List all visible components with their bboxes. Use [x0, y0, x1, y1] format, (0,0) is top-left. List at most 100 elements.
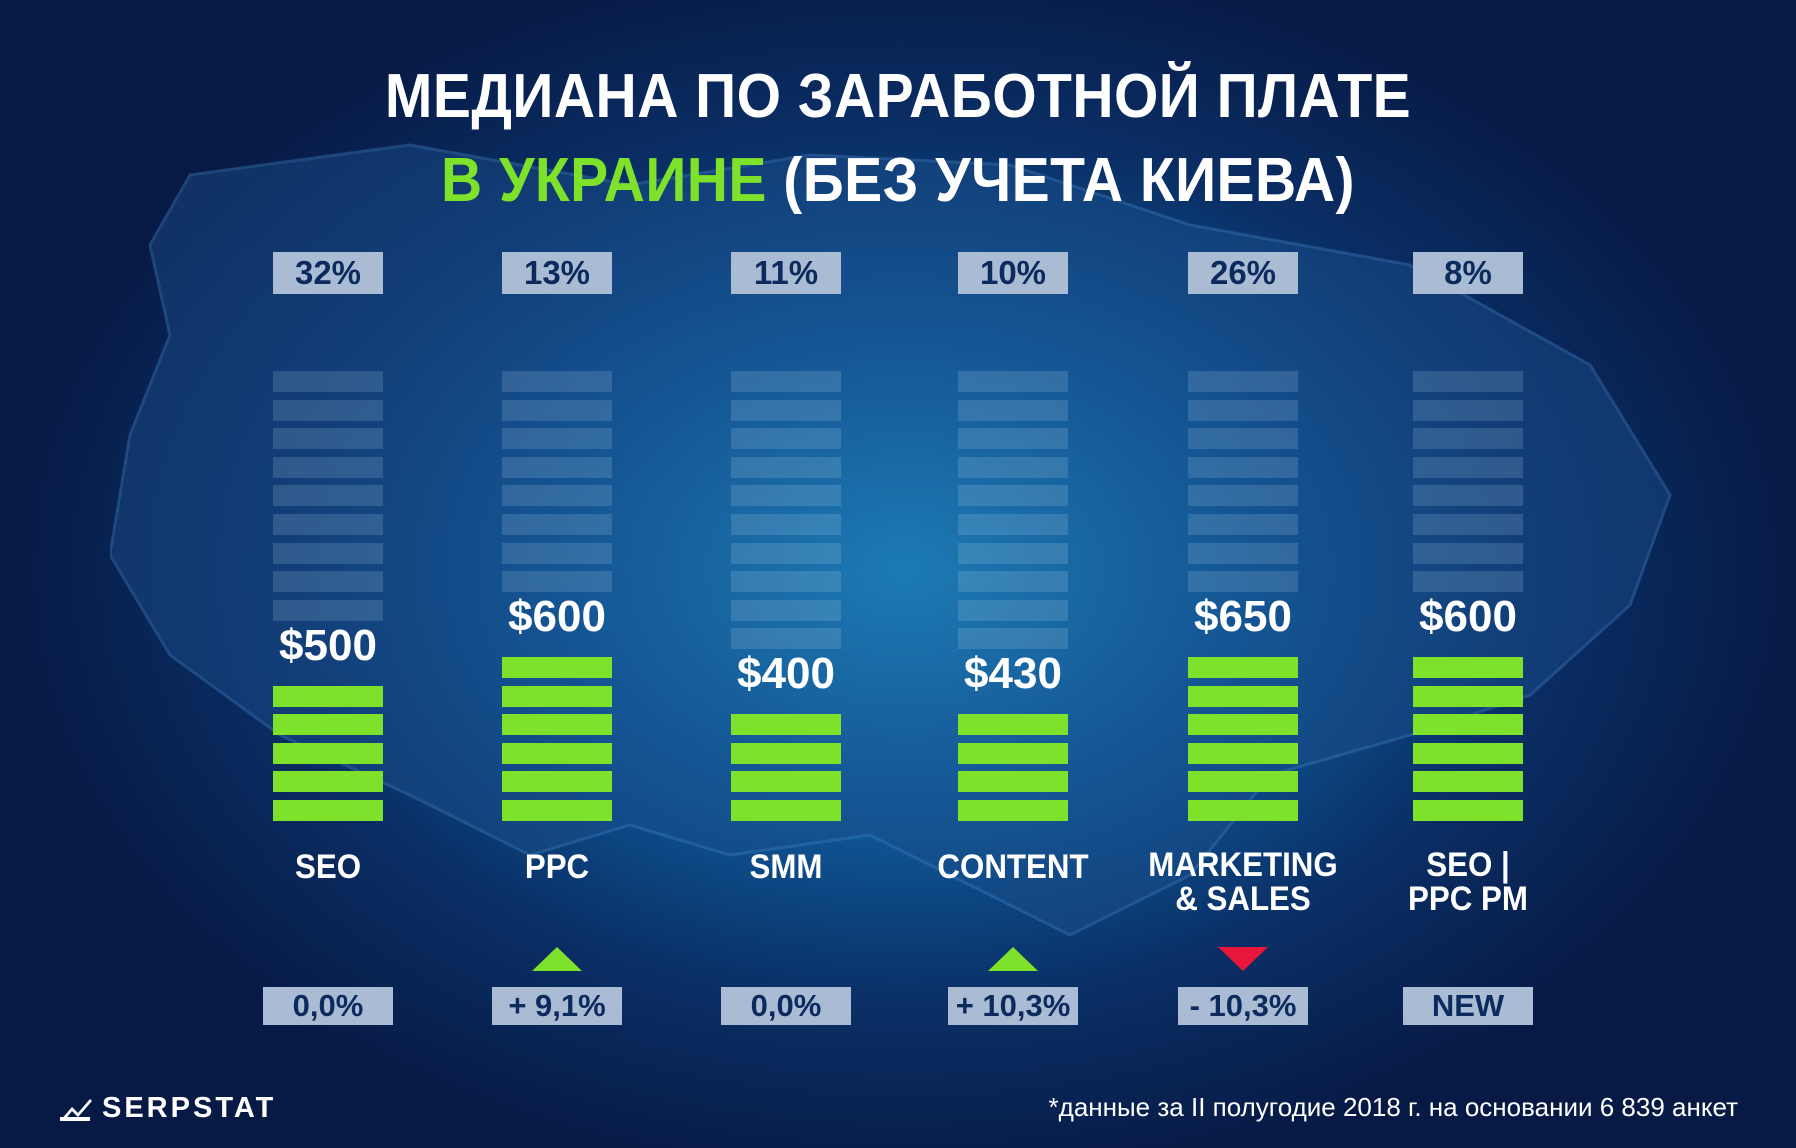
bar-segment-filled — [1413, 657, 1523, 678]
category-label-line: SEO | — [1426, 846, 1510, 884]
change-label: + 10,3% — [948, 987, 1078, 1025]
share-label: 26% — [1188, 252, 1298, 294]
bar-segment-empty — [502, 571, 612, 593]
chart-title-line1: МЕДИАНА ПО ЗАРАБОТНОЙ ПЛАТЕ — [384, 62, 1412, 131]
bar-segment-empty — [731, 485, 841, 507]
category-label: SEO — [222, 850, 434, 884]
bar-segment-empty — [502, 514, 612, 535]
category-label-line: CONTENT — [937, 848, 1089, 886]
arrow-down-icon — [1218, 947, 1268, 971]
bar-segment-filled — [958, 771, 1068, 793]
bar-segment-filled — [958, 742, 1068, 764]
bar-segment-empty — [958, 371, 1068, 392]
bar-segment-empty — [958, 571, 1068, 593]
bar-segment-empty — [1413, 456, 1523, 478]
bar-segment-empty — [731, 514, 841, 535]
bar-segment-filled — [1413, 714, 1523, 736]
bar-segment-empty — [731, 428, 841, 450]
bar-segment-empty — [1413, 371, 1523, 392]
bar-segment-filled — [731, 714, 841, 736]
category-label-line: PPC PM — [1408, 880, 1528, 918]
bar-segment-filled — [1413, 685, 1523, 707]
bar-segment-filled — [1188, 685, 1298, 707]
bar-segment-empty — [273, 514, 383, 535]
bar-segment-filled — [1188, 771, 1298, 793]
bar-segment-empty — [1188, 571, 1298, 593]
bar-segment-empty — [1188, 428, 1298, 450]
change-label: NEW — [1403, 987, 1533, 1025]
bar-segment-filled — [731, 800, 841, 821]
category-label: CONTENT — [907, 850, 1119, 884]
bar-segment-empty — [1188, 399, 1298, 421]
bar-segment-empty — [502, 542, 612, 564]
bar-segment-empty — [1188, 485, 1298, 507]
bar-segment-empty — [273, 571, 383, 593]
category-label-line: PPC — [524, 848, 590, 886]
bar-segment-empty — [731, 628, 841, 650]
share-label: 13% — [502, 252, 612, 294]
bar-segment-empty — [731, 371, 841, 392]
bar-segment-empty — [958, 456, 1068, 478]
bar-segment-filled — [273, 771, 383, 793]
bar-value-label: $500 — [279, 620, 377, 670]
bar-segment-empty — [502, 399, 612, 421]
bar-segment-empty — [273, 599, 383, 621]
chart-title-rest: (БЕЗ УЧЕТА КИЕВА) — [766, 146, 1355, 215]
bar-segment-filled — [502, 685, 612, 707]
share-label: 8% — [1413, 252, 1523, 294]
bar-segment-filled — [1188, 800, 1298, 821]
bar-segment-filled — [1188, 714, 1298, 736]
bar-segment-empty — [958, 399, 1068, 421]
category-label-line: & SALES — [1175, 880, 1311, 918]
category-label: PPC — [451, 850, 663, 884]
bar-segment-empty — [958, 485, 1068, 507]
category-label: SEO | PPC PM — [1362, 848, 1574, 916]
bar-segment-empty — [1188, 371, 1298, 392]
chart-title-line2: В УКРАИНЕ (БЕЗ УЧЕТА КИЕВА) — [72, 150, 1724, 212]
arrow-up-icon — [532, 947, 582, 971]
bar-segment-empty — [1413, 485, 1523, 507]
change-label: 0,0% — [263, 987, 393, 1025]
bar-value-label: $600 — [1419, 592, 1517, 641]
bar-segment-empty — [273, 542, 383, 564]
bar-segment-filled — [1188, 742, 1298, 764]
bar-segment-filled — [731, 771, 841, 793]
share-label: 32% — [273, 252, 383, 294]
bar-value-label: $600 — [508, 592, 606, 641]
change-label: - 10,3% — [1178, 987, 1308, 1025]
bar-segment-filled — [502, 771, 612, 793]
bar-segment-empty — [502, 371, 612, 392]
bar-value-label: $650 — [1194, 592, 1292, 641]
bar-segment-empty — [958, 542, 1068, 564]
bar-segment-empty — [731, 456, 841, 478]
serpstat-logo-icon — [60, 1098, 92, 1121]
category-label: MARKETING & SALES — [1137, 848, 1349, 916]
change-label: + 9,1% — [492, 987, 622, 1025]
share-label: 11% — [731, 252, 841, 294]
bar-segment-filled — [1188, 657, 1298, 678]
bar-value-label: $400 — [737, 649, 835, 699]
bar-segment-empty — [1188, 514, 1298, 535]
bar-segment-empty — [958, 599, 1068, 621]
bar-segment-empty — [273, 456, 383, 478]
bar-segment-empty — [958, 428, 1068, 450]
bar-segment-empty — [1413, 571, 1523, 593]
bar-segment-filled — [273, 685, 383, 707]
bar-segment-empty — [273, 371, 383, 392]
bar-segment-empty — [1413, 542, 1523, 564]
bar-segment-empty — [502, 456, 612, 478]
bar-segment-filled — [273, 742, 383, 764]
bar-value-label: $430 — [964, 649, 1062, 699]
bar-segment-empty — [1413, 399, 1523, 421]
bar-segment-empty — [731, 571, 841, 593]
bar-segment-empty — [731, 399, 841, 421]
bar-segment-empty — [1413, 514, 1523, 535]
bar-segment-empty — [1413, 428, 1523, 450]
bar-segment-empty — [273, 399, 383, 421]
bar-segment-filled — [958, 714, 1068, 736]
bar-segment-filled — [273, 800, 383, 821]
chart-title-accent: В УКРАИНЕ — [441, 146, 767, 215]
arrow-up-icon — [988, 947, 1038, 971]
bar-segment-empty — [502, 485, 612, 507]
bar-segment-filled — [273, 714, 383, 736]
